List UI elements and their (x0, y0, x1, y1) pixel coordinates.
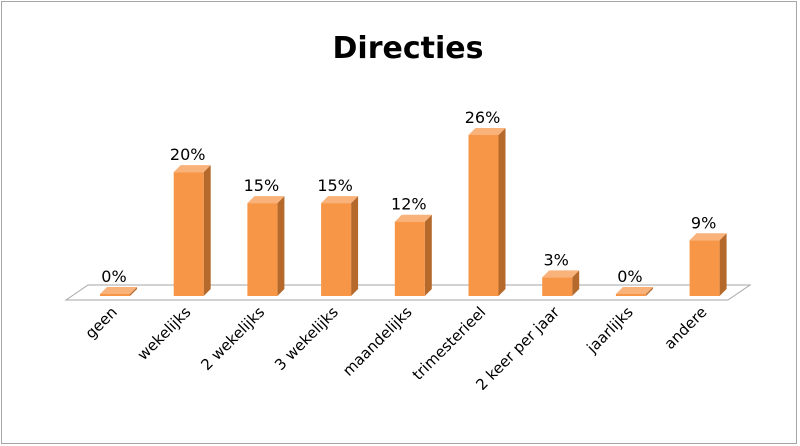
bar-side (719, 233, 727, 296)
bar-front (100, 294, 130, 296)
bar-top (468, 128, 506, 135)
bar-8 (615, 287, 653, 296)
x-labels-group: geen wekelijks 2 wekelijks 3 wekelijksmaand… (82, 303, 711, 394)
x-label-4: 3 wekelijks (271, 303, 342, 374)
chart-title: Directies (333, 31, 484, 66)
bar-top (689, 233, 727, 241)
bar-side (424, 214, 432, 296)
bar-1 (100, 287, 137, 296)
bar-front (173, 172, 204, 296)
data-label-1: 0% (101, 267, 126, 286)
bar-top (321, 196, 359, 204)
bar-side (277, 196, 285, 296)
x-label-6: trimesterieel (409, 303, 490, 384)
data-label-5: 12% (391, 195, 427, 214)
x-label-3: 2 wekelijks (197, 303, 268, 374)
bar-2 (173, 165, 211, 296)
bar-front (468, 135, 499, 296)
bar-5 (394, 214, 432, 296)
data-label-8: 0% (617, 267, 642, 286)
data-label-4: 15% (317, 176, 353, 195)
data-label-6: 26% (465, 108, 501, 127)
bar-top (615, 287, 653, 294)
bar-side (645, 287, 653, 296)
bar-4 (321, 196, 359, 296)
bar-top (247, 196, 285, 204)
bar-top (542, 270, 580, 278)
bar-side (351, 196, 359, 296)
bar-7 (542, 270, 580, 296)
bar-side (498, 128, 506, 296)
bar-6 (468, 128, 506, 296)
bar-3 (247, 196, 285, 296)
bar-top (173, 165, 211, 173)
bar-front (394, 221, 425, 296)
data-label-3: 15% (244, 176, 280, 195)
bar-side (203, 165, 211, 296)
bar-top (100, 287, 137, 294)
bar-front (247, 203, 278, 296)
x-label-1: geen (82, 303, 121, 342)
x-label-5: maandelijks (339, 303, 416, 380)
bar-front (542, 277, 573, 296)
x-label-2: wekelijks (134, 303, 195, 364)
bar-front (321, 203, 352, 296)
bar-side (572, 270, 580, 296)
bar-9 (689, 233, 727, 296)
bar-front (689, 240, 720, 296)
data-labels-group: 0% 20% 15% 15% 12% 26% 3% 0% 9% (101, 108, 716, 286)
bars-group (100, 128, 727, 296)
data-label-7: 3% (544, 250, 569, 269)
bar-top (394, 214, 432, 222)
x-label-9: andere (661, 303, 711, 353)
bar-side (130, 287, 137, 296)
bar-front (615, 294, 646, 296)
data-label-9: 9% (691, 213, 716, 232)
data-label-2: 20% (170, 145, 206, 164)
x-label-8: jaarlijks (582, 303, 636, 357)
